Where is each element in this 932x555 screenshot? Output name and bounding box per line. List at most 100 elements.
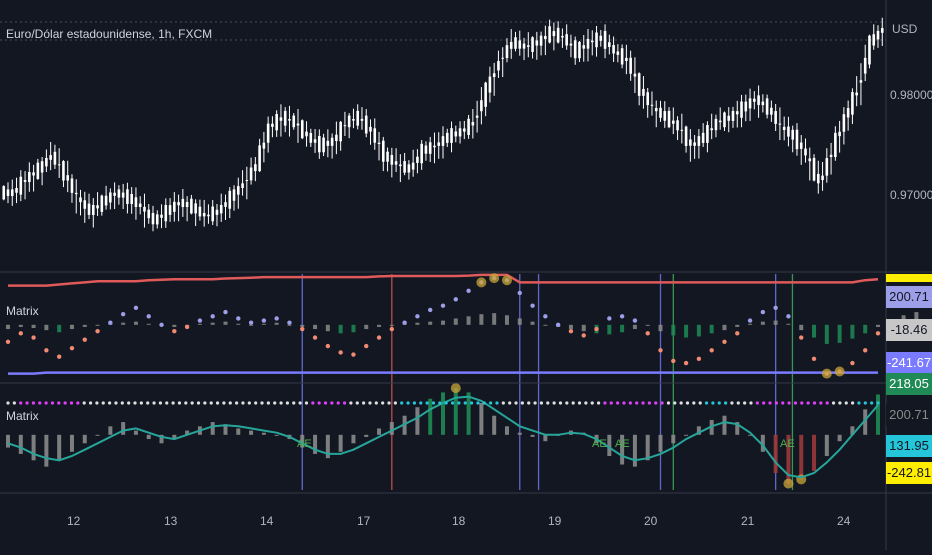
osc-dot-3: [44, 348, 49, 353]
candle-body-58-0: [744, 101, 748, 112]
dot-row-116: [743, 401, 747, 405]
candle-body-27-1: [352, 119, 355, 121]
osc-dot-57: [735, 331, 740, 336]
osc-dot-20: [261, 318, 267, 323]
hist1-bar-60: [773, 320, 778, 325]
dot-row-18: [120, 401, 124, 405]
candle-body-5-0: [66, 175, 70, 181]
osc-dot-45: [581, 333, 586, 338]
candle-body-5-1: [70, 178, 74, 193]
candle-body-30-1: [390, 154, 394, 165]
dot-row-46: [298, 401, 302, 405]
candle-body-6-2: [87, 203, 91, 215]
dot-row-125: [800, 401, 804, 405]
hist1-bar-52: [671, 324, 676, 336]
x-tick-8: 24: [837, 514, 851, 528]
osc-dot-63: [811, 356, 817, 361]
hist1-bar-9: [121, 322, 126, 325]
hist1-bar-55: [709, 324, 714, 334]
hist2-bar-10: [133, 430, 138, 435]
dot-row-90: [577, 401, 582, 405]
dot-row-7: [50, 401, 55, 405]
dot-row-33: [215, 401, 220, 405]
candle-body-51-2: [663, 111, 667, 121]
hist1-bar-22: [287, 324, 292, 326]
dot-row-60: [387, 401, 391, 405]
hist1-bar-44: [568, 324, 573, 330]
candle-body-41-2: [535, 40, 539, 46]
candle-body-44-1: [569, 43, 573, 46]
osc-dot-5: [69, 345, 75, 351]
hist2-bar-38: [492, 415, 497, 435]
signal-marker-0: AE: [297, 438, 312, 450]
osc-dot-1: [18, 331, 23, 336]
hist2-bar-9: [121, 422, 126, 435]
candle-body-27-2: [356, 110, 360, 126]
hist1-bar-36: [466, 316, 471, 325]
hist1-bar-39: [504, 315, 509, 325]
candle-body-12-0: [155, 214, 159, 225]
hist2-bar-36: [466, 392, 471, 435]
osc-dot-43: [555, 322, 561, 328]
hist1-bar-35: [453, 318, 458, 325]
hist2-bar-16: [210, 422, 215, 435]
candle-body-17-1: [224, 202, 227, 207]
candle-body-3-1: [45, 157, 48, 167]
osc-dot-68: [875, 331, 881, 336]
hist2-bar-62: [799, 434, 804, 480]
candle-body-51-0: [654, 108, 658, 112]
candle-body-18-0: [232, 189, 236, 201]
dot-row-44: [285, 401, 290, 405]
dot-row-71: [457, 401, 461, 405]
dot-row-76: [489, 401, 493, 405]
osc-dot-22: [287, 320, 292, 325]
dot-row-131: [838, 401, 842, 405]
dot-row-4: [31, 401, 36, 405]
candle-body-21-2: [279, 117, 283, 121]
candle-body-50-0: [642, 88, 645, 96]
hist2-bar-32: [415, 407, 420, 435]
candle-body-52-1: [671, 120, 675, 124]
osc-dot-40: [517, 290, 522, 296]
hist2-bar-33: [428, 398, 433, 435]
candle-body-61-2: [791, 129, 795, 140]
dot-row-52: [336, 401, 340, 405]
dot-row-129: [825, 401, 829, 405]
candle-body-37-2: [484, 82, 487, 107]
dot-row-115: [736, 401, 740, 405]
osc-dot-0: [5, 339, 11, 344]
candle-body-36-1: [467, 118, 470, 136]
osc-dot-56: [722, 339, 727, 344]
dot-row-109: [698, 401, 702, 405]
dot-row-23: [152, 401, 156, 405]
osc-dot-26: [338, 350, 343, 355]
signal-vertical-lines: [301, 274, 794, 490]
hist1-bar-48: [620, 324, 625, 333]
candle-body-11-2: [151, 212, 155, 225]
dot-row-37: [241, 401, 245, 405]
candle-body-58-1: [748, 98, 752, 109]
dot-row-27: [177, 401, 182, 405]
dot-row-32: [209, 401, 213, 405]
candle-body-49-0: [629, 57, 632, 74]
candle-body-39-2: [509, 41, 513, 49]
dot-row-15: [101, 401, 105, 405]
candle-body-25-2: [330, 137, 334, 146]
signal-marker-2: AE: [615, 438, 630, 450]
candle-body-37-1: [480, 100, 483, 112]
hist2-bar-34: [441, 392, 445, 435]
hist2-bar-52: [671, 434, 676, 444]
hist1-bar-65: [837, 324, 842, 343]
candle-body-36-2: [471, 122, 475, 126]
dot-row-100: [641, 401, 645, 405]
dot-row-47: [304, 401, 309, 405]
candle-body-13-1: [173, 201, 176, 212]
hist1-bar-49: [632, 324, 637, 330]
candle-body-49-1: [633, 73, 637, 77]
dot-row-121: [774, 401, 778, 405]
yellow-top-strip: [886, 274, 932, 282]
candle-body-56-0: [718, 120, 722, 123]
candle-body-12-2: [164, 204, 168, 222]
hist2-bar-2: [31, 434, 36, 461]
